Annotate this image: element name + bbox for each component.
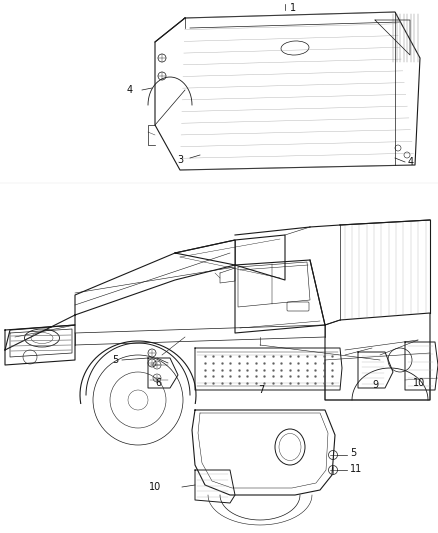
Text: 11: 11 — [350, 464, 362, 474]
Text: 5: 5 — [112, 355, 118, 365]
Text: 3: 3 — [177, 155, 183, 165]
Text: 4: 4 — [408, 157, 414, 167]
Text: 4: 4 — [127, 85, 133, 95]
Text: 10: 10 — [149, 482, 161, 492]
Text: 5: 5 — [350, 448, 356, 458]
Text: 9: 9 — [372, 380, 378, 390]
Text: 10: 10 — [413, 378, 425, 388]
Text: 6: 6 — [155, 378, 161, 388]
Text: 1: 1 — [290, 3, 296, 13]
Text: 7: 7 — [258, 385, 264, 395]
